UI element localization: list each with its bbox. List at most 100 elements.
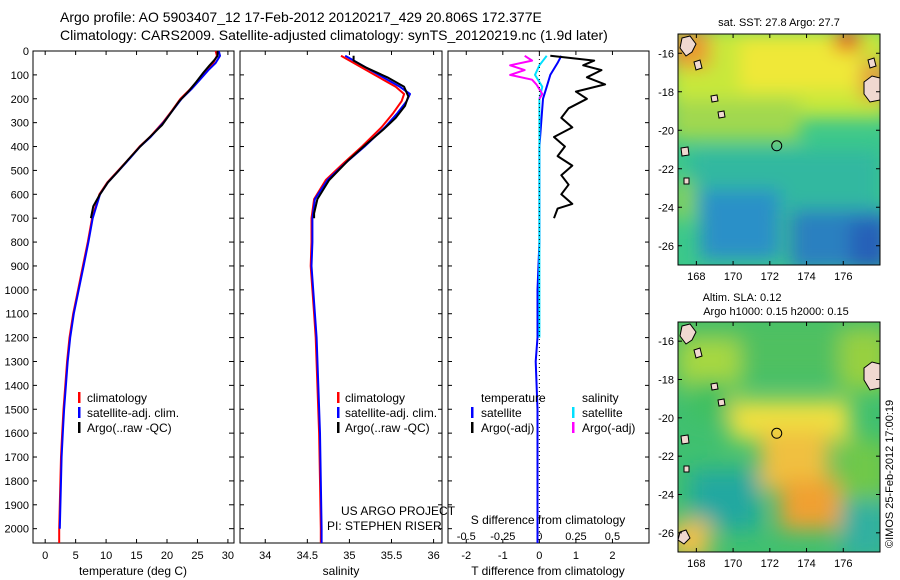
depth-tick-label: 1800 <box>5 476 29 488</box>
map-x-tick-label: 170 <box>724 558 742 570</box>
legend-label: Argo(..raw -QC) <box>87 421 172 435</box>
project-line1: US ARGO PROJECT <box>341 504 456 518</box>
x-tick-label: 25 <box>191 550 203 562</box>
map-y-tick-label: -18 <box>658 375 674 387</box>
legend-swatch-t-satellite <box>471 407 474 418</box>
imos-credit: ©IMOS 25-Feb-2012 17:00:19 <box>884 400 896 548</box>
temperature-profiles <box>58 50 221 543</box>
x-tick-label: 15 <box>130 550 142 562</box>
legend-title-temperature: temperature <box>481 391 546 405</box>
legend-swatch-satellite <box>337 407 340 418</box>
sst-argo-position-marker <box>771 140 783 152</box>
depth-tick-label: 1600 <box>5 428 29 440</box>
map-y-tick-label: -20 <box>658 413 674 425</box>
map-x-tick-label: 172 <box>761 558 779 570</box>
legend-swatch-satellite <box>78 407 81 418</box>
x-tick-label: 34.5 <box>297 550 318 562</box>
legend-swatch-s-argo <box>572 422 575 433</box>
salinity-xlabel: salinity <box>323 564 360 578</box>
depth-tick-label: 100 <box>11 70 29 82</box>
map-y-tick-label: -16 <box>658 336 674 348</box>
legend-swatch-climatology <box>337 392 340 403</box>
map-x-tick-label: 174 <box>797 271 815 283</box>
x-tick-label: -1 <box>498 550 508 562</box>
s-diff-tick-label: 0.25 <box>565 531 586 543</box>
map-y-tick-label: -24 <box>658 202 674 214</box>
s-diff-tick-label: 0 <box>536 531 542 543</box>
project-line2: PI: STEPHEN RISER <box>327 519 442 533</box>
series-line-s-satellite <box>534 55 548 338</box>
salinity-profiles <box>309 54 411 543</box>
depth-tick-label: 600 <box>11 189 29 201</box>
map-y-tick-label: -16 <box>658 48 674 60</box>
map-y-tick-label: -20 <box>658 125 674 137</box>
argo-position-circle <box>771 140 783 152</box>
legend-label: climatology <box>345 391 405 405</box>
x-tick-label: 0 <box>536 550 542 562</box>
legend-label: Argo(-adj) <box>481 421 534 435</box>
x-tick-label: -2 <box>461 550 471 562</box>
sst-map-frame <box>677 33 881 266</box>
legend-label: satellite <box>582 406 623 420</box>
legend-label: satellite-adj. clim. <box>87 406 179 420</box>
legend-label: Argo(..raw -QC) <box>345 421 430 435</box>
depth-tick-label: 300 <box>11 118 29 130</box>
depth-tick-label: 2000 <box>5 524 29 536</box>
map-x-tick-label: 172 <box>761 271 779 283</box>
depth-axis: 0 100 200 300 400 500 600 700 800 900 1000 1100 1200… <box>5 46 234 536</box>
salinity-legend: climatology satellite-adj. clim. Argo(..… <box>337 391 437 435</box>
sla-map-title: Altim. SLA: 0.12 <box>703 292 782 304</box>
s-diff-tick-label: 0.5 <box>605 531 620 543</box>
salinity-panel-frame <box>239 50 443 544</box>
argo-position-circle <box>771 427 783 439</box>
series-line-climatology <box>309 54 406 543</box>
sla-map-field <box>678 322 880 552</box>
difference-profiles <box>509 51 607 543</box>
depth-tick-label: 1000 <box>5 285 29 297</box>
map-y-tick-label: -18 <box>658 87 674 99</box>
depth-tick-label: 800 <box>11 237 29 249</box>
depth-tick-label: 500 <box>11 165 29 177</box>
legend-swatch-argo <box>337 422 340 433</box>
map-x-tick-label: 174 <box>797 558 815 570</box>
x-tick-label: 34 <box>259 550 271 562</box>
series-line-t-argo-adj <box>550 54 607 219</box>
map-y-tick-label: -26 <box>658 528 674 540</box>
legend-swatch-argo <box>78 422 81 433</box>
map-x-tick-label: 176 <box>834 271 852 283</box>
t-difference-xlabel: T difference from climatology <box>471 564 625 578</box>
x-tick-label: 10 <box>100 550 112 562</box>
legend-label: satellite <box>481 406 522 420</box>
x-tick-label: 2 <box>609 550 615 562</box>
map-x-tick-label: 176 <box>834 558 852 570</box>
map-y-tick-label: -22 <box>658 451 674 463</box>
series-line-argo-raw-qc <box>89 51 219 219</box>
legend-label: Argo(-adj) <box>582 421 635 435</box>
sst-map-axes: 168 170 172 174 176 -16 -18 -20 -22 -24 -26 <box>658 34 880 283</box>
map-y-tick-label: -22 <box>658 164 674 176</box>
series-line-satellite-adj-clim <box>58 50 221 529</box>
series-line-climatology <box>58 50 218 543</box>
x-tick-label: 36 <box>427 550 439 562</box>
x-tick-label: 30 <box>222 550 234 562</box>
salinity-axis: 34 34.5 35 35.5 36 <box>240 50 442 562</box>
temperature-panel-frame <box>32 50 235 544</box>
sst-map-title: sat. SST: 27.8 Argo: 27.7 <box>718 17 840 29</box>
s-difference-axis: -0.5 -0.25 0 0.25 0.5 <box>457 531 620 543</box>
sst-map-field <box>678 34 880 265</box>
x-tick-label: 1 <box>573 550 579 562</box>
temperature-axis: 0 5 10 15 20 25 30 <box>42 51 234 562</box>
series-line-s-argo-adj <box>509 54 544 100</box>
map-y-tick-label: -24 <box>658 490 674 502</box>
s-diff-tick-label: -0.5 <box>457 531 476 543</box>
legend-label: climatology <box>87 391 147 405</box>
depth-tick-label: 1700 <box>5 452 29 464</box>
legend-title-salinity: salinity <box>582 391 619 405</box>
difference-panel-frame <box>447 50 650 544</box>
depth-tick-label: 900 <box>11 261 29 273</box>
temperature-xlabel: temperature (deg C) <box>79 564 187 578</box>
series-line-argo-raw-qc <box>313 55 410 219</box>
temperature-legend: climatology satellite-adj. clim. Argo(..… <box>78 391 179 435</box>
x-tick-label: 5 <box>73 550 79 562</box>
